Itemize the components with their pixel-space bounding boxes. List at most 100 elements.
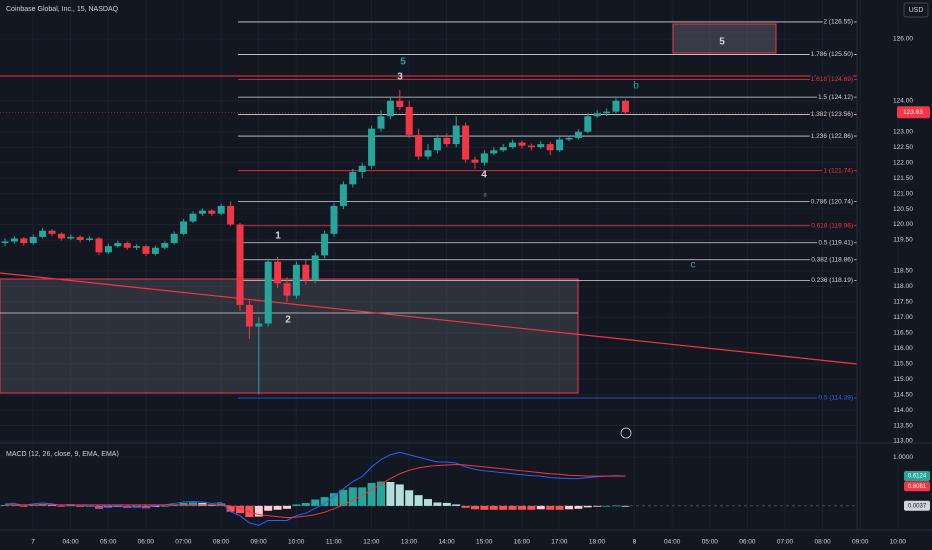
macd-histogram-bar	[348, 487, 357, 506]
candle-body	[405, 107, 413, 135]
zone-box	[0, 278, 579, 394]
candle-body	[527, 145, 535, 148]
x-tick-label: 10:00	[890, 539, 907, 546]
candle-body	[123, 243, 131, 248]
y-tick-label: 120.50	[893, 206, 913, 213]
candle-body	[368, 128, 376, 166]
macd-histogram-bar	[471, 505, 479, 510]
macd-histogram-bar	[320, 497, 329, 506]
y-tick-label: 121.50	[893, 175, 913, 182]
candle-body	[86, 238, 94, 240]
candle-body	[114, 243, 122, 247]
candles	[1, 89, 629, 395]
macd-histogram-bar	[593, 505, 602, 507]
fib-label: 1.5 (124.12)	[818, 94, 853, 101]
macd-histogram-bar	[358, 487, 367, 506]
candle-body	[612, 100, 620, 112]
candle-body	[565, 137, 573, 140]
x-tick-label: 04:00	[62, 539, 79, 546]
macd-histogram-bar	[330, 493, 338, 506]
y-tick-label: 117.00	[893, 314, 913, 321]
candle-body	[10, 238, 18, 242]
y-tick-label: 115.00	[893, 376, 913, 383]
candle-body	[1, 241, 9, 244]
fib-label: 0.786 (120.74)	[811, 198, 853, 205]
y-tick-label: 123.00	[893, 128, 913, 135]
wave-label: 5	[400, 57, 406, 68]
fib-label: 0.618 (119.96)	[811, 222, 853, 229]
candle-body	[396, 100, 404, 108]
macd-pane: 1.0000 0.6124 0.6081 0.0037	[0, 451, 930, 526]
candle-body	[217, 205, 225, 214]
macd-line	[4, 451, 626, 526]
y-tick-label: 118.50	[893, 268, 913, 275]
macd-histogram-bar	[527, 505, 536, 510]
candle-body	[443, 137, 451, 145]
x-tick-label: 08:00	[213, 539, 230, 546]
currency-button[interactable]	[903, 2, 929, 18]
replay-icon[interactable]	[620, 427, 632, 439]
x-tick-label: 06:00	[739, 539, 756, 546]
y-tick-label: 114.00	[893, 407, 913, 414]
macd-histogram-bar	[612, 505, 620, 507]
candle-body	[20, 238, 28, 244]
x-tick-label: 09:00	[250, 539, 267, 546]
macd-histogram-bar	[424, 499, 432, 506]
x-tick-label: 8	[633, 539, 637, 546]
candle-body	[292, 264, 300, 296]
candle-body	[283, 283, 291, 296]
macd-histogram-bar	[283, 505, 291, 509]
candle-body	[208, 210, 216, 214]
price-axis: 126.00124.00123.00122.50122.00121.50121.…	[0, 36, 930, 445]
y-tick-label: 119.50	[893, 237, 913, 244]
macd-title: MACD (12, 26, close, 9, EMA, EMA)	[6, 451, 119, 458]
macd-histogram-bar	[452, 504, 461, 506]
x-tick-label: 7	[31, 539, 35, 546]
y-tick-label: 115.50	[893, 360, 913, 367]
candle-body	[189, 213, 197, 222]
wave-label: c	[691, 260, 696, 271]
macd-value-tag	[904, 481, 930, 492]
macd-histogram-bar	[301, 502, 310, 506]
grid	[0, 0, 899, 530]
candle-body	[490, 150, 498, 154]
macd-histogram-bar	[254, 505, 263, 517]
macd-histogram-bar	[442, 502, 451, 506]
macd-value-label: 0.6124	[908, 474, 927, 480]
candle-body	[424, 150, 432, 157]
candle-body	[358, 165, 366, 172]
candle-body	[170, 233, 178, 244]
time-axis: 7 04:00 05:00 06:00 07:00 08:00 09:00 10:00 11:0…	[31, 539, 906, 546]
fib-label: 0.5 (114.39)	[818, 395, 853, 402]
x-tick-label: 13:00	[401, 539, 418, 546]
fib-label: 0.236 (118.19)	[811, 277, 853, 284]
macd-histogram-bar	[395, 484, 404, 506]
candle-body	[236, 224, 244, 305]
macd-histogram-bar	[339, 489, 348, 506]
macd-histogram-bar	[414, 495, 423, 506]
wave-label: b	[633, 81, 639, 92]
y-tick-label: 120.00	[893, 221, 913, 228]
candle-body	[57, 233, 65, 239]
macd-histogram-bar	[433, 502, 442, 506]
candle-body	[377, 116, 385, 129]
x-tick-label: 07:00	[175, 539, 192, 546]
y-tick-label: 117.50	[893, 299, 913, 306]
macd-histogram-bar	[621, 505, 630, 507]
x-tick-label: 09:00	[852, 539, 869, 546]
candle-body	[462, 125, 470, 160]
macd-histogram-bar	[273, 505, 282, 510]
x-tick-label: 10:00	[288, 539, 305, 546]
macd-histogram-bar	[377, 481, 385, 506]
fib-label: 1.236 (122.86)	[811, 133, 853, 140]
x-tick-label: 17:00	[551, 539, 568, 546]
candle-body	[133, 246, 141, 248]
macd-histogram-bar	[405, 490, 414, 506]
target-box	[672, 23, 777, 54]
x-tick-label: 14:00	[438, 539, 455, 546]
y-tick-label: 116.50	[893, 329, 913, 336]
fib-label: 1 (121.74)	[823, 167, 853, 174]
macd-value-tag	[904, 500, 930, 511]
macd-histogram-bar	[499, 505, 508, 510]
